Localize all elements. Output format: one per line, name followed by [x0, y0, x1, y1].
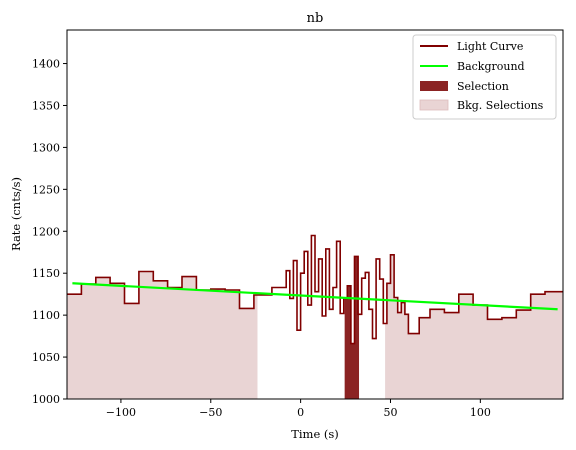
- y-tick-label: 1350: [32, 99, 60, 112]
- bkg-selection-region-2: [385, 254, 563, 399]
- x-tick-label: 0: [297, 406, 304, 419]
- y-tick-label: 1200: [32, 225, 60, 238]
- x-tick-label: 100: [470, 406, 491, 419]
- background-fit-line: [72, 282, 558, 311]
- plot-area: [67, 234, 563, 399]
- chart-title: nb: [307, 11, 324, 26]
- legend-bkg-selections-label: Bkg. Selections: [457, 99, 544, 112]
- legend-selection-swatch: [420, 81, 448, 91]
- x-tick-label: 50: [383, 406, 397, 419]
- x-axis: −100 −50 0 50 100: [106, 399, 491, 419]
- y-tick-label: 1100: [32, 309, 60, 322]
- light-curve-line: [67, 234, 563, 345]
- legend-light-curve-label: Light Curve: [457, 40, 523, 53]
- y-tick-label: 1400: [32, 58, 60, 71]
- y-tick-label: 1300: [32, 141, 60, 154]
- y-tick-label: 1000: [32, 393, 60, 406]
- x-axis-label: Time (s): [291, 427, 339, 441]
- bkg-selection-region-1: [67, 271, 258, 399]
- x-tick-label: −100: [106, 406, 136, 419]
- plot-frame: [66, 29, 564, 400]
- y-tick-label: 1250: [32, 183, 60, 196]
- y-tick-label: 1050: [32, 351, 60, 364]
- selection-region: [344, 256, 360, 399]
- y-axis-label: Rate (cnts/s): [9, 177, 23, 251]
- legend-box: [412, 34, 557, 120]
- y-axis: 1000 1050 1100 1150 1200 1250 1300 1350 1400: [32, 58, 67, 406]
- legend-background-label: Background: [457, 60, 525, 73]
- legend: Light Curve Background Selection Bkg. Se…: [412, 34, 557, 120]
- legend-bkg-selections-swatch: [419, 99, 449, 111]
- x-tick-label: −50: [199, 406, 222, 419]
- y-tick-label: 1150: [32, 267, 60, 280]
- legend-selection-label: Selection: [457, 80, 509, 93]
